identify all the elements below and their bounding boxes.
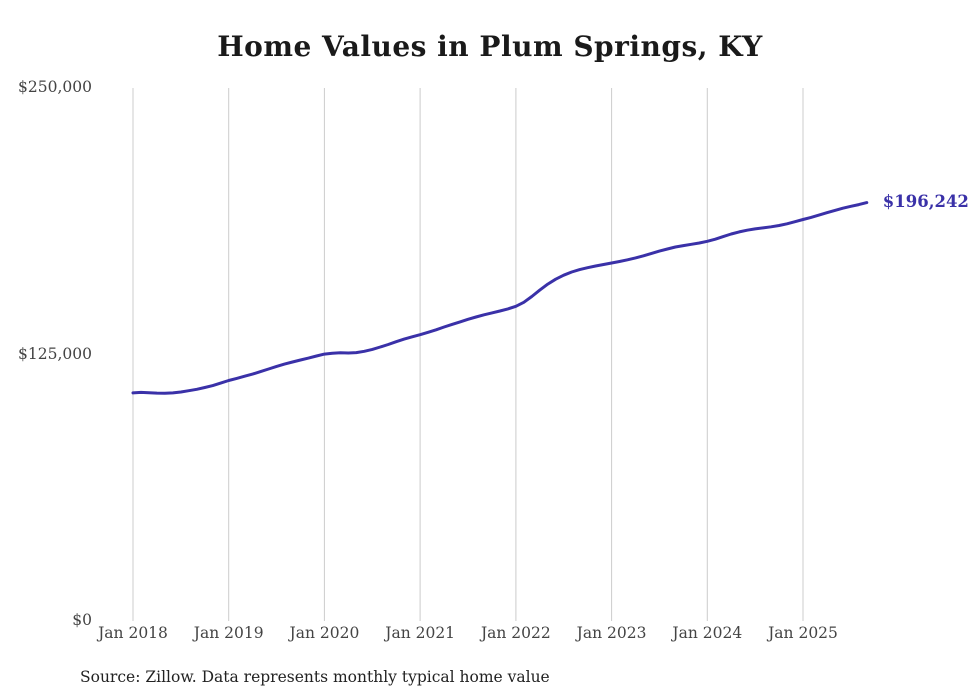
y-tick-label: $125,000 [18, 344, 92, 363]
source-note: Source: Zillow. Data represents monthly … [80, 668, 550, 686]
x-tick-label: Jan 2021 [385, 624, 456, 642]
x-tick-label: Jan 2023 [576, 624, 647, 642]
chart-title: Home Values in Plum Springs, KY [217, 30, 763, 63]
y-tick-label: $250,000 [18, 78, 92, 96]
x-tick-label: Jan 2020 [289, 624, 360, 642]
x-tick-label: Jan 2018 [98, 624, 168, 642]
end-value-label: $196,242 [882, 191, 969, 211]
x-tick-label: Jan 2022 [480, 624, 551, 642]
x-tick-label: Jan 2025 [768, 624, 838, 642]
y-tick-label: $0 [72, 611, 92, 629]
value-line [131, 201, 869, 395]
x-tick-label: Jan 2024 [672, 624, 743, 642]
x-tick-label: Jan 2019 [193, 624, 264, 642]
